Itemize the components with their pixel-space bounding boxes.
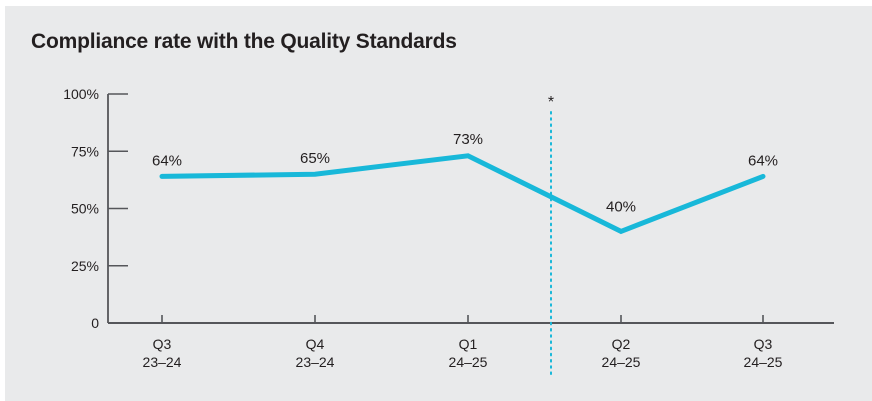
x-category-label-quarter: Q3 (153, 336, 172, 352)
x-category-label-quarter: Q2 (612, 336, 631, 352)
x-category-label-year: 23–24 (143, 354, 182, 370)
data-point-label: 73% (453, 131, 483, 148)
y-tick-label: 25% (71, 258, 99, 274)
data-point-label: 40% (606, 198, 636, 215)
x-category-label-year: 24–25 (744, 354, 783, 370)
x-category-label-year: 24–25 (602, 354, 641, 370)
x-category-label-year: 24–25 (449, 354, 488, 370)
chart-title: Compliance rate with the Quality Standar… (31, 30, 457, 53)
x-category-label-quarter: Q3 (754, 336, 773, 352)
data-point-label: 64% (152, 152, 182, 169)
y-tick-label: 0 (91, 315, 99, 331)
chart-panel (5, 6, 872, 401)
y-tick-label: 50% (71, 201, 99, 217)
x-category-label-year: 23–24 (296, 354, 335, 370)
y-tick-label: 75% (71, 143, 99, 159)
compliance-trend-line (159, 153, 766, 235)
y-tick-label: 100% (63, 86, 99, 102)
x-category-label-quarter: Q1 (459, 336, 478, 352)
x-category-label-quarter: Q4 (306, 336, 325, 352)
data-point-label: 65% (300, 150, 330, 167)
data-point-label: 64% (748, 152, 778, 169)
annotation-asterisk: * (548, 94, 554, 111)
